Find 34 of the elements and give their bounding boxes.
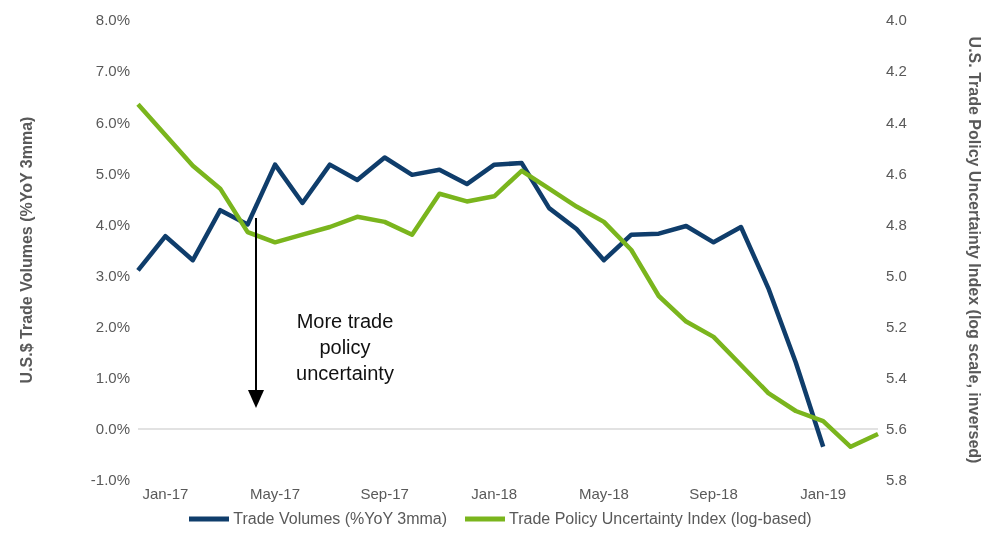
y2-tick-label: 4.6	[886, 164, 907, 182]
x-tick-label: Sep-17	[360, 484, 409, 502]
y2-tick-label: 4.4	[886, 113, 907, 131]
legend-label: Trade Policy Uncertainty Index (log-based)	[509, 510, 812, 528]
x-tick-label: Jan-19	[800, 484, 847, 502]
y-tick-label: 7.0%	[95, 62, 130, 80]
y2-tick-label: 4.0	[886, 11, 907, 29]
y-tick-label: 5.0%	[95, 164, 130, 182]
y-tick-label: 6.0%	[95, 113, 130, 131]
y-tick-label: -1.0%	[90, 471, 130, 489]
y2-tick-label: 5.0	[886, 266, 907, 284]
y2-tick-label: 5.8	[886, 471, 907, 489]
x-tick-label: Jan-18	[471, 484, 518, 502]
x-tick-label: May-17	[250, 484, 301, 502]
y-tick-label: 8.0%	[95, 11, 130, 29]
x-tick-label: Jan-17	[142, 484, 189, 502]
annotation: More trade policy uncertainty	[295, 309, 395, 386]
y-tick-label: 0.0%	[95, 420, 130, 438]
y-axis-title: U.S.$ Trade Volumes (%YoY 3mma)	[17, 116, 35, 384]
x-tick-label: Sep-18	[689, 484, 738, 502]
y-tick-label: 4.0%	[95, 215, 130, 233]
line-series	[135, 102, 881, 450]
y-tick-label: 2.0%	[95, 317, 130, 335]
x-tick-label: May-18	[578, 484, 629, 502]
y2-tick-label: 5.4	[886, 369, 907, 387]
line-series	[135, 155, 826, 450]
y-tick-label: 3.0%	[95, 266, 130, 284]
y2-tick-label: 5.6	[886, 420, 907, 438]
y2-tick-label: 5.2	[886, 317, 907, 335]
y2-axis-title: U.S. Trade Policy Uncertainty Index (log scale, inversed)	[966, 36, 984, 464]
y-tick-label: 1.0%	[95, 369, 130, 387]
y2-tick-label: 4.8	[886, 215, 907, 233]
legend-label: Trade Volumes (%YoY 3mma)	[233, 510, 448, 528]
y2-tick-label: 4.2	[886, 62, 907, 80]
